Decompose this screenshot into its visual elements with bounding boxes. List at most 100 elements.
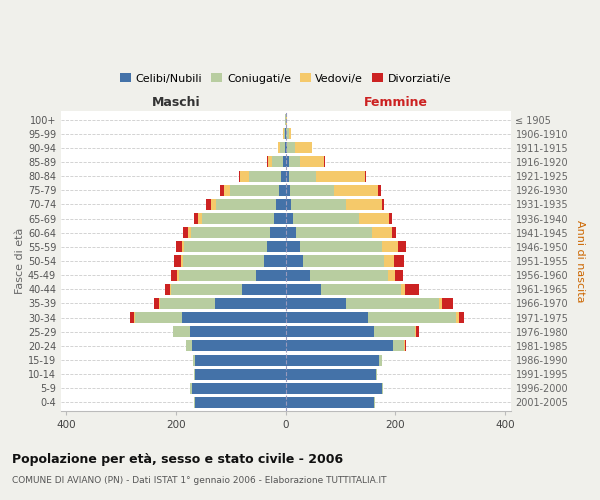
Bar [295,142,311,154]
Bar [181,256,183,266]
Bar [373,227,392,238]
Bar [230,185,279,196]
Bar [165,284,170,295]
Bar [281,170,286,181]
Bar [284,128,285,139]
Bar [388,270,395,280]
Bar [389,213,392,224]
Bar [289,128,291,139]
Bar [385,256,394,266]
Bar [196,397,286,408]
Bar [174,256,181,266]
Bar [458,312,464,323]
Y-axis label: Anni di nascita: Anni di nascita [575,220,585,302]
Bar [272,156,283,168]
Bar [190,383,191,394]
Bar [286,142,287,154]
Bar [182,312,286,323]
Bar [286,213,293,224]
Bar [346,298,439,309]
Bar [198,213,202,224]
Bar [394,256,404,266]
Bar [286,128,289,139]
Bar [310,270,388,280]
Bar [211,199,216,210]
Bar [405,340,406,351]
Bar [184,242,266,252]
Bar [179,270,256,280]
Bar [158,298,160,309]
Text: COMUNE DI AVIANO (PN) - Dati ISTAT 1° gennaio 2006 - Elaborazione TUTTITALIA.IT: COMUNE DI AVIANO (PN) - Dati ISTAT 1° ge… [12,476,386,485]
Bar [264,256,286,266]
Bar [293,213,359,224]
Bar [176,242,182,252]
Bar [286,368,376,380]
Bar [277,199,286,210]
Bar [286,326,374,338]
Bar [289,170,316,181]
Bar [382,242,398,252]
Bar [286,397,374,408]
Bar [188,227,191,238]
Bar [456,312,458,323]
Bar [194,213,198,224]
Bar [392,227,396,238]
Text: Femmine: Femmine [364,96,427,109]
Bar [286,298,346,309]
Bar [191,383,286,394]
Bar [286,284,322,295]
Bar [154,298,158,309]
Bar [346,199,382,210]
Bar [286,156,289,168]
Bar [183,256,264,266]
Bar [374,326,415,338]
Bar [202,213,274,224]
Bar [286,256,304,266]
Bar [401,284,406,295]
Legend: Celibi/Nubili, Coniugati/e, Vedovi/e, Divorziati/e: Celibi/Nubili, Coniugati/e, Vedovi/e, Di… [116,68,456,88]
Bar [382,383,383,394]
Bar [286,340,393,351]
Bar [194,368,196,380]
Bar [299,156,324,168]
Bar [289,156,299,168]
Bar [224,185,230,196]
Bar [304,256,385,266]
Bar [404,340,405,351]
Bar [271,227,286,238]
Bar [285,142,286,154]
Bar [160,298,215,309]
Bar [286,170,289,181]
Bar [334,185,378,196]
Bar [191,340,286,351]
Bar [279,185,286,196]
Y-axis label: Fasce di età: Fasce di età [15,228,25,294]
Bar [286,383,382,394]
Bar [291,199,346,210]
Bar [322,284,401,295]
Bar [274,213,286,224]
Bar [130,312,134,323]
Bar [186,340,191,351]
Bar [296,227,373,238]
Text: Maschi: Maschi [152,96,200,109]
Bar [135,312,182,323]
Bar [191,227,271,238]
Bar [215,298,286,309]
Bar [359,213,389,224]
Bar [286,354,379,366]
Bar [278,142,280,154]
Bar [170,284,242,295]
Bar [283,156,286,168]
Bar [242,284,286,295]
Bar [266,242,286,252]
Bar [287,142,295,154]
Bar [173,326,190,338]
Bar [176,270,179,280]
Bar [324,156,325,168]
Bar [299,242,382,252]
Bar [182,242,184,252]
Text: Popolazione per età, sesso e stato civile - 2006: Popolazione per età, sesso e stato civil… [12,452,343,466]
Bar [290,185,334,196]
Bar [256,270,286,280]
